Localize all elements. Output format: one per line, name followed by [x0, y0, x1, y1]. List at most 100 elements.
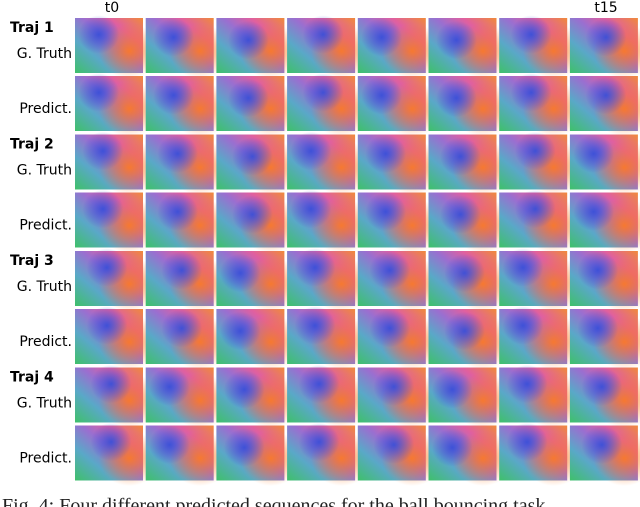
frame	[287, 73, 373, 137]
caption: Fig. 4: Four different predicted sequenc…	[2, 495, 545, 507]
frame-ball	[369, 251, 411, 290]
frame-ball	[435, 78, 477, 118]
frame-ball	[510, 15, 552, 54]
frame	[569, 309, 640, 370]
frame-ball	[585, 76, 627, 115]
frame	[75, 364, 160, 428]
frame-ball	[365, 192, 407, 231]
frame-ball	[232, 137, 273, 176]
frame-ball	[502, 306, 544, 345]
frame	[499, 15, 585, 79]
frame-ball	[431, 428, 473, 467]
frame	[428, 251, 514, 312]
frame	[357, 134, 443, 195]
frame-ball	[573, 192, 615, 231]
frame-ball	[506, 422, 548, 462]
frame-ball	[223, 370, 265, 409]
frame	[145, 425, 231, 486]
frame-ball	[149, 425, 190, 464]
frame-ball	[149, 367, 190, 406]
frame-ball	[431, 370, 473, 409]
time-end: t15	[594, 0, 617, 16]
frame	[499, 73, 585, 137]
frame-ball	[90, 422, 132, 462]
frame-ball	[223, 428, 265, 467]
row-label: G. Truth	[17, 279, 72, 295]
frame	[499, 306, 585, 370]
frame	[569, 425, 640, 486]
frame	[357, 18, 443, 79]
frame-ball	[219, 253, 261, 293]
frame	[569, 76, 640, 137]
frame-ball	[573, 134, 615, 173]
frame	[357, 309, 443, 370]
row-label: Predict.	[19, 101, 72, 117]
frame	[569, 367, 640, 428]
frame-ball	[290, 189, 332, 229]
frame-ball	[157, 134, 199, 173]
frame	[216, 134, 302, 195]
frame	[499, 131, 585, 195]
frame-ball	[78, 73, 120, 112]
frame	[216, 425, 302, 486]
frame	[499, 189, 585, 253]
row-label: G. Truth	[17, 396, 72, 412]
frame-ball	[361, 18, 402, 57]
frame-ball	[294, 248, 336, 287]
frame-ball	[227, 78, 269, 118]
frame	[428, 192, 514, 253]
frame-ball	[440, 195, 481, 234]
frame	[145, 18, 231, 79]
frame	[75, 248, 160, 312]
frame	[428, 76, 514, 137]
frame	[357, 251, 443, 312]
frame	[287, 131, 373, 195]
row-label: Predict.	[19, 451, 72, 467]
frame	[287, 189, 373, 253]
frame-ball	[302, 73, 344, 112]
frame-ball	[227, 20, 269, 60]
frame	[75, 15, 160, 79]
frame-ball	[157, 192, 199, 231]
frame-ball	[585, 18, 627, 57]
time-start: t0	[105, 0, 119, 16]
row-label: G. Truth	[17, 163, 72, 179]
frame	[287, 364, 373, 428]
frame	[145, 367, 231, 428]
frame	[75, 306, 160, 370]
frame-ball	[440, 137, 481, 176]
frame-ball	[153, 18, 194, 57]
frame	[428, 309, 514, 370]
frame	[428, 18, 514, 79]
frame	[216, 309, 302, 370]
frame	[216, 367, 302, 428]
frame-ball	[510, 73, 552, 112]
frame-ball	[78, 15, 120, 54]
frame	[569, 18, 640, 79]
frame	[428, 425, 514, 486]
frame-ball	[161, 251, 203, 290]
frame-ball	[232, 195, 273, 234]
frame-ball	[298, 422, 340, 462]
frame	[499, 248, 585, 312]
frame	[145, 309, 231, 370]
frame	[75, 189, 160, 253]
frame	[145, 192, 231, 253]
frame	[75, 73, 160, 137]
row-label: Predict.	[19, 334, 72, 350]
row-label: Predict.	[19, 218, 72, 234]
frame	[75, 422, 160, 486]
trajectory-title: Traj 4	[10, 370, 54, 386]
frame-ball	[444, 311, 485, 351]
frame-ball	[302, 15, 344, 54]
frame	[145, 251, 231, 312]
frame	[216, 251, 302, 312]
frame-ball	[577, 309, 619, 348]
frame	[216, 18, 302, 79]
frame	[428, 134, 514, 195]
frame	[357, 76, 443, 137]
frame-ball	[506, 364, 548, 404]
frame-ball	[444, 253, 485, 293]
trajectory-title: Traj 2	[10, 137, 54, 153]
